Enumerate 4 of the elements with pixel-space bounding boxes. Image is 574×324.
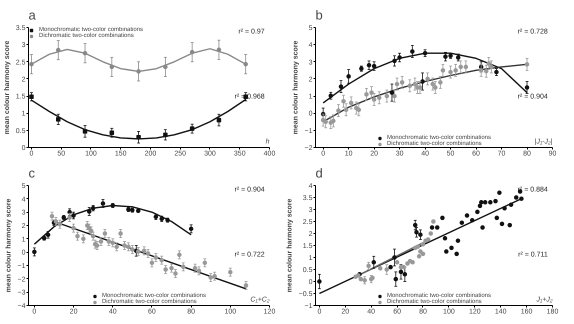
chart-title: d: [316, 166, 323, 180]
chart-title: a: [28, 8, 36, 22]
chart-title: c: [28, 166, 36, 180]
chart-title: b: [316, 8, 323, 22]
